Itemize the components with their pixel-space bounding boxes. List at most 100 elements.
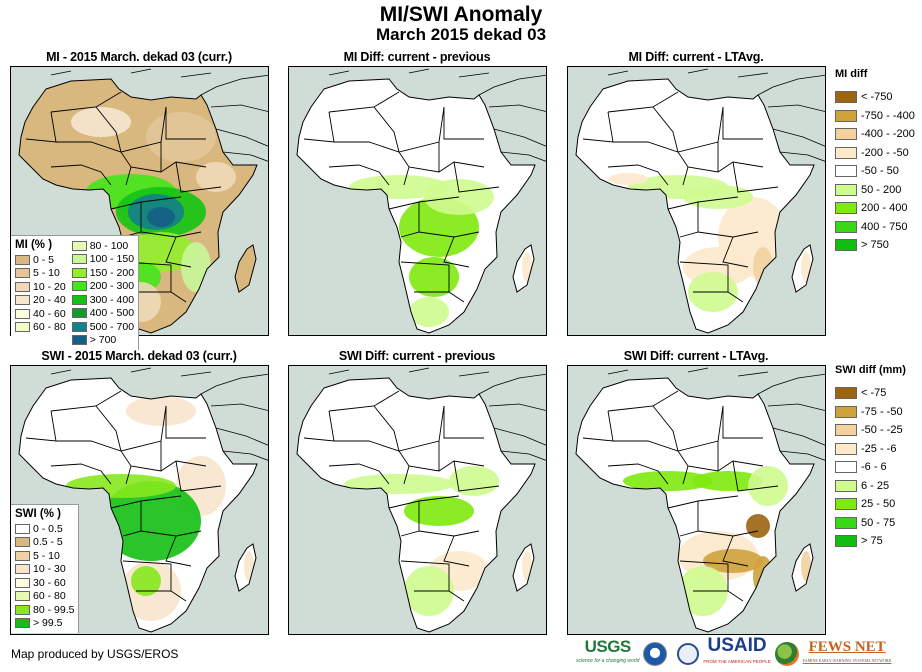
- legend-label: > 700: [89, 334, 117, 347]
- legend-label: 5 - 10: [33, 267, 60, 280]
- legend-label: -6 - 6: [861, 461, 887, 474]
- legend-item: 5 - 10: [15, 549, 74, 563]
- legend-item: -75 - -50: [835, 403, 906, 422]
- legend-swatch: [71, 294, 87, 305]
- country-border: [215, 427, 268, 446]
- legend-item: 400 - 750: [835, 218, 915, 237]
- country-border: [328, 70, 350, 76]
- country-border: [687, 68, 709, 74]
- legend-swatch: [15, 591, 30, 602]
- legend-swatch: [835, 202, 857, 215]
- country-border: [443, 406, 484, 439]
- value-region: [409, 257, 459, 297]
- legend-item: -50 - -25: [835, 421, 906, 440]
- value-region: [753, 247, 773, 287]
- country-border: [722, 535, 749, 567]
- value-region: [181, 242, 211, 292]
- legend-label: -75 - -50: [861, 405, 903, 418]
- legend-swatch: [15, 550, 30, 561]
- country-border: [607, 463, 669, 485]
- usaid-seal-logo: [677, 643, 700, 665]
- legend-label: 80 - 99.5: [33, 603, 75, 616]
- legend-swatch: [71, 267, 87, 278]
- value-region: [801, 252, 811, 282]
- legend-item: 80 - 100: [71, 239, 134, 253]
- legend-label: 20 - 40: [33, 294, 66, 307]
- legend-item: 100 - 150: [71, 253, 134, 267]
- map-panel-mi-diff-previous: [288, 66, 547, 336]
- legend-label: > 99.5: [33, 617, 63, 630]
- country-border: [779, 151, 825, 162]
- legend-item: -6 - 6: [835, 458, 906, 477]
- legend-label: 60 - 80: [33, 321, 66, 334]
- country-border: [679, 560, 744, 602]
- country-border: [403, 166, 410, 186]
- legend-swatch: [71, 308, 87, 319]
- country-border: [458, 72, 490, 78]
- legend-item: 0 - 0.5: [15, 522, 74, 536]
- legend-item: 300 - 400: [71, 293, 134, 307]
- legend-label: < -75: [861, 387, 887, 400]
- legend-swatch: [15, 564, 30, 575]
- legend-label: -750 - -400: [861, 109, 915, 122]
- legend-swatch: [15, 268, 30, 279]
- country-border: [732, 161, 779, 193]
- fewsnet-logo: FEWS NET FAMINE EARLY WARNING SYSTEMS NE…: [803, 640, 892, 668]
- legend-swatch: [835, 516, 857, 529]
- fews-globe-icon: [774, 642, 799, 666]
- africa-map: [575, 68, 825, 334]
- legend-swatch: [15, 295, 30, 306]
- legend-swatch: [15, 254, 30, 265]
- legend-swatch: [71, 321, 87, 332]
- map-panel-swi-diff-previous: [288, 365, 547, 635]
- fewsnet-tagline: FAMINE EARLY WARNING SYSTEMS NETWORK: [802, 658, 892, 663]
- legend-title: SWI diff (mm): [835, 364, 906, 376]
- legend-label: 0.5 - 5: [33, 536, 63, 549]
- country-border: [682, 465, 689, 485]
- legend-label: 60 - 80: [33, 590, 66, 603]
- country-border: [679, 261, 744, 303]
- value-region: [801, 551, 811, 581]
- legend-label: -50 - -25: [861, 424, 903, 437]
- country-border: [737, 371, 769, 377]
- country-border: [408, 68, 430, 74]
- legend-label: 150 - 200: [89, 266, 135, 279]
- country-border: [493, 427, 546, 446]
- value-region: [126, 396, 196, 426]
- country-border: [478, 74, 546, 96]
- legend-item: 30 - 60: [15, 576, 74, 590]
- country-border: [328, 164, 390, 186]
- coastline: [296, 78, 536, 334]
- country-border: [453, 460, 500, 492]
- value-region: [409, 297, 449, 327]
- legend-item: 60 - 80: [15, 321, 66, 335]
- value-region: [21, 381, 221, 471]
- country-border: [779, 450, 825, 461]
- legend-item: 200 - 300: [71, 280, 134, 294]
- map-title: MI/SWI Anomaly: [379, 3, 543, 26]
- legend-label: 0 - 0.5: [33, 522, 63, 535]
- country-border: [652, 106, 679, 153]
- legend-label: 50 - 200: [861, 183, 902, 196]
- legend-title: MI diff: [835, 68, 868, 80]
- legend-swatch: [15, 281, 30, 292]
- fewsnet-logo-text: FEWS NET: [808, 639, 886, 655]
- country-border: [687, 367, 709, 373]
- country-border: [125, 465, 132, 485]
- legend-item: -750 - -400: [835, 107, 915, 126]
- legend-label: 0 - 5: [33, 253, 55, 266]
- legend-swatch: [835, 387, 857, 400]
- legend-label: -50 - 50: [861, 165, 899, 178]
- legend-swatch: [71, 281, 87, 292]
- legend-item: < -75: [835, 384, 906, 403]
- legend-item: 0 - 5: [15, 253, 66, 267]
- legend-swatch: [835, 165, 857, 178]
- legend-item: 6 - 25: [835, 477, 906, 496]
- country-border: [488, 403, 546, 411]
- panel-title-swi-diff-ltavg: SWI Diff: current - LTAvg.: [623, 349, 769, 363]
- country-border: [767, 104, 825, 112]
- africa-map: [296, 68, 546, 334]
- legend-title: MI (% ): [15, 239, 53, 251]
